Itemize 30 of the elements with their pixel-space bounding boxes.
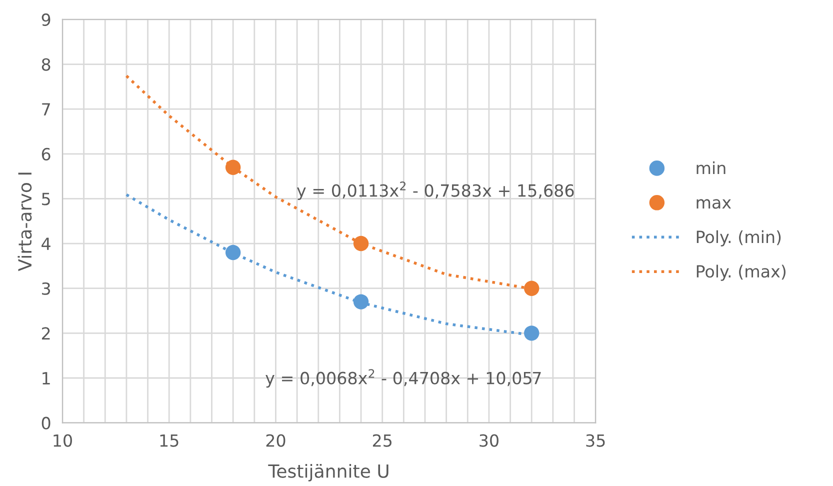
y-tick-label: 9 xyxy=(42,13,50,26)
x-tick-label: 15 xyxy=(160,434,178,447)
y-axis-title: Virta-arvo I xyxy=(18,172,32,272)
point xyxy=(225,244,241,260)
point xyxy=(524,326,540,341)
point xyxy=(353,236,369,252)
y-tick-label: 1 xyxy=(42,372,50,384)
y-tick-label: 5 xyxy=(42,192,50,206)
legend-label: Poly. (max) xyxy=(696,264,786,281)
x-tick-label: 10 xyxy=(54,434,72,447)
annotation: y = 0,0113x$^{2}$ - 0,7583x + 15,686 xyxy=(296,182,574,200)
y-tick-label: 7 xyxy=(42,103,50,116)
x-tick-label: 35 xyxy=(586,434,605,447)
y-tick-label: 2 xyxy=(42,327,50,340)
y-tick-label: 8 xyxy=(42,58,50,71)
point xyxy=(353,294,369,310)
x-tick-label: 25 xyxy=(372,434,392,447)
legend-label: Poly. (min) xyxy=(696,230,781,246)
point xyxy=(225,160,241,175)
annotation: y = 0,0068x$^{2}$ - 0,4708x + 10,057 xyxy=(266,369,541,388)
legend-label: min xyxy=(696,161,726,174)
y-tick-label: 0 xyxy=(42,416,50,430)
y-tick-label: 6 xyxy=(42,148,50,160)
x-axis-title: Testijännite U xyxy=(268,464,388,482)
y-tick-label: 3 xyxy=(42,282,50,295)
legend-label: max xyxy=(696,199,732,209)
x-tick-label: 30 xyxy=(480,434,498,447)
point xyxy=(524,280,540,296)
x-tick-label: 20 xyxy=(266,434,286,447)
y-tick-label: 4 xyxy=(42,238,50,250)
